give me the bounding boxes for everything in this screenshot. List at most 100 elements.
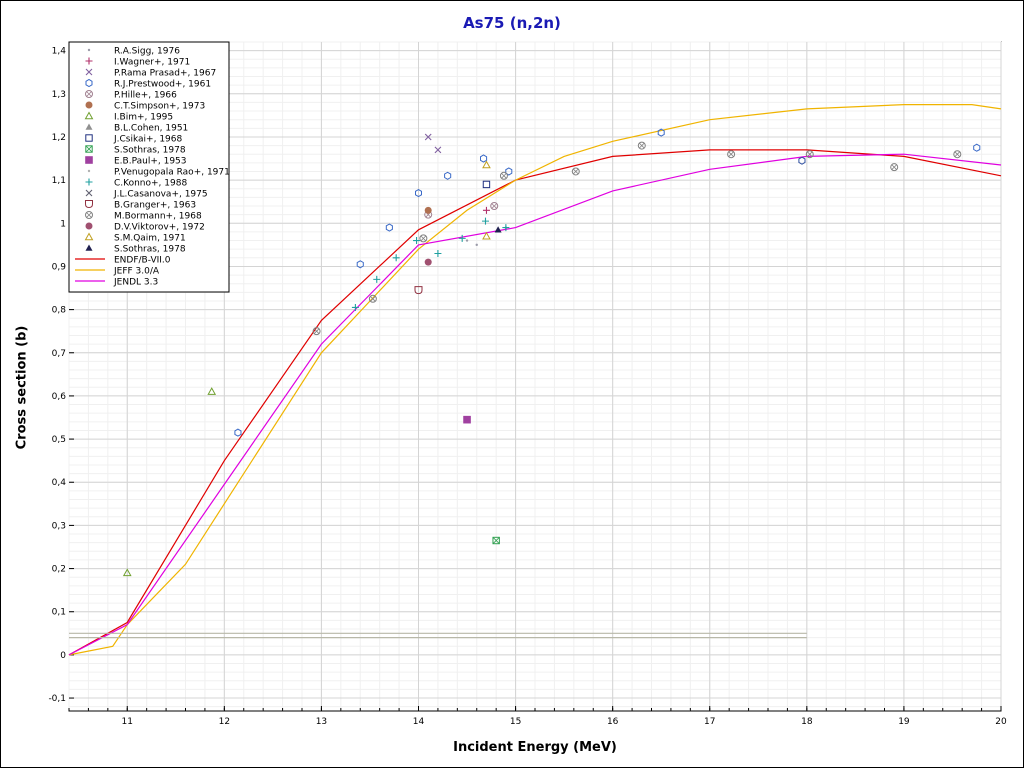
legend-label: E.B.Paul+, 1953 (114, 157, 187, 167)
x-tick-label: 12 (219, 717, 230, 727)
chart-title: As75 (n,2n) (463, 14, 561, 32)
legend-marker-cross (86, 212, 92, 218)
data-point-5 (424, 206, 432, 214)
data-point-15-cross (501, 173, 507, 179)
evaluation-curve-2 (68, 153, 1002, 656)
legend-marker (85, 156, 93, 164)
legend-label: P.Venugopala Rao+, 1971 (114, 168, 230, 178)
data-point-15 (419, 234, 428, 243)
legend-label: B.L.Cohen, 1951 (114, 124, 188, 134)
data-point-4 (490, 202, 499, 211)
legend-label: C.T.Simpson+, 1973 (114, 102, 205, 112)
legend-label: B.Granger+, 1963 (114, 201, 196, 211)
data-point-15 (805, 150, 814, 159)
legend-marker (85, 145, 93, 153)
data-point-12 (481, 217, 489, 225)
data-point-3 (973, 143, 981, 152)
data-point-17 (482, 231, 491, 240)
y-tick-label: 0,5 (52, 435, 66, 445)
data-point-6 (122, 568, 132, 577)
x-tick-label: 11 (122, 717, 133, 727)
legend-box (68, 41, 230, 293)
data-point-18 (494, 226, 502, 233)
legend-label: J.Csikai+, 1968 (113, 135, 182, 145)
legend-marker (85, 134, 93, 142)
y-tick-label: 1,1 (52, 176, 66, 186)
data-point-12 (458, 234, 466, 242)
y-tick-label: 1,4 (52, 47, 67, 57)
data-point-2 (434, 146, 442, 154)
data-point-15-ring (805, 150, 814, 159)
x-tick-label: 16 (607, 717, 619, 727)
legend-label: D.V.Viktorov+, 1972 (114, 223, 205, 233)
evaluation-curves (68, 103, 1002, 656)
experimental-points (122, 128, 981, 577)
data-point-4-cross (491, 203, 497, 209)
data-point-12 (392, 254, 400, 262)
data-point-4-ring (490, 202, 499, 211)
data-point-2 (424, 133, 432, 141)
data-point-3 (385, 223, 393, 232)
data-point-9-box (492, 536, 500, 545)
legend-label: S.M.Qaim, 1971 (114, 234, 186, 244)
legend-marker (85, 189, 93, 197)
legend-marker (85, 222, 93, 230)
data-point-15-ring (890, 163, 899, 172)
legend-label: JENDL 3.3 (113, 278, 158, 288)
data-point-17 (482, 160, 491, 169)
legend-marker-cross (86, 91, 92, 97)
data-point-8 (482, 180, 491, 189)
legend-label: C.Konno+, 1988 (114, 179, 187, 189)
data-point-3 (356, 260, 364, 269)
legend-marker (85, 244, 93, 251)
data-point-3 (415, 189, 422, 198)
data-point-15-cross (639, 142, 645, 149)
data-point-15-cross (891, 164, 897, 170)
data-point-15-cross (807, 151, 813, 157)
legend-marker (85, 123, 93, 130)
legend-marker (87, 48, 91, 52)
data-point-15 (312, 327, 321, 336)
data-point-15-ring (368, 294, 377, 303)
data-point-15-ring (571, 167, 580, 176)
y-tick-label: 0,3 (52, 521, 66, 531)
legend-label: I.Wagner+, 1971 (114, 58, 190, 68)
x-tick-label: 15 (510, 717, 521, 727)
legend-label: R.J.Prestwood+, 1961 (114, 80, 211, 90)
x-tick-label: 19 (898, 717, 910, 727)
y-tick-label: -0,1 (48, 694, 66, 704)
legend-marker-ring (85, 211, 93, 219)
legend-label: S.Sothras, 1978 (114, 245, 186, 255)
legend-marker-box (85, 145, 93, 153)
legend-label: ENDF/B-VII.0 (114, 256, 171, 266)
y-tick-label: 1 (60, 219, 66, 229)
legend-marker (85, 211, 93, 219)
data-point-6 (207, 387, 217, 395)
data-point-3 (444, 171, 452, 180)
legend-label: M.Bormann+, 1968 (114, 212, 202, 222)
data-point-3 (657, 128, 665, 137)
data-point-15-ring (499, 171, 508, 180)
data-point-15-cross (420, 235, 427, 242)
legend-label: P.Rama Prasad+, 1967 (114, 69, 216, 79)
data-point-15-cross (728, 151, 734, 157)
data-point-15-ring (637, 141, 646, 150)
data-point-15-ring (312, 327, 321, 336)
data-point-12 (413, 237, 421, 245)
legend-marker (85, 200, 93, 209)
legend-label: J.L.Casanova+, 1975 (113, 190, 208, 200)
data-point-16 (424, 258, 432, 266)
x-tick-label: 14 (413, 717, 425, 727)
legend-label: R.A.Sigg, 1976 (114, 47, 180, 57)
evaluation-curve-1 (68, 103, 1002, 656)
legend-marker (85, 101, 93, 109)
legend-label: P.Hille+, 1966 (114, 91, 177, 101)
legend-marker-ring (85, 90, 93, 98)
y-tick-label: 0,4 (52, 478, 67, 488)
legend-marker (85, 90, 93, 98)
data-point-3 (234, 428, 242, 437)
data-point-12 (351, 303, 359, 311)
x-tick-label: 17 (704, 717, 715, 727)
data-point-15-cross (573, 168, 579, 175)
data-point-12 (502, 224, 510, 232)
